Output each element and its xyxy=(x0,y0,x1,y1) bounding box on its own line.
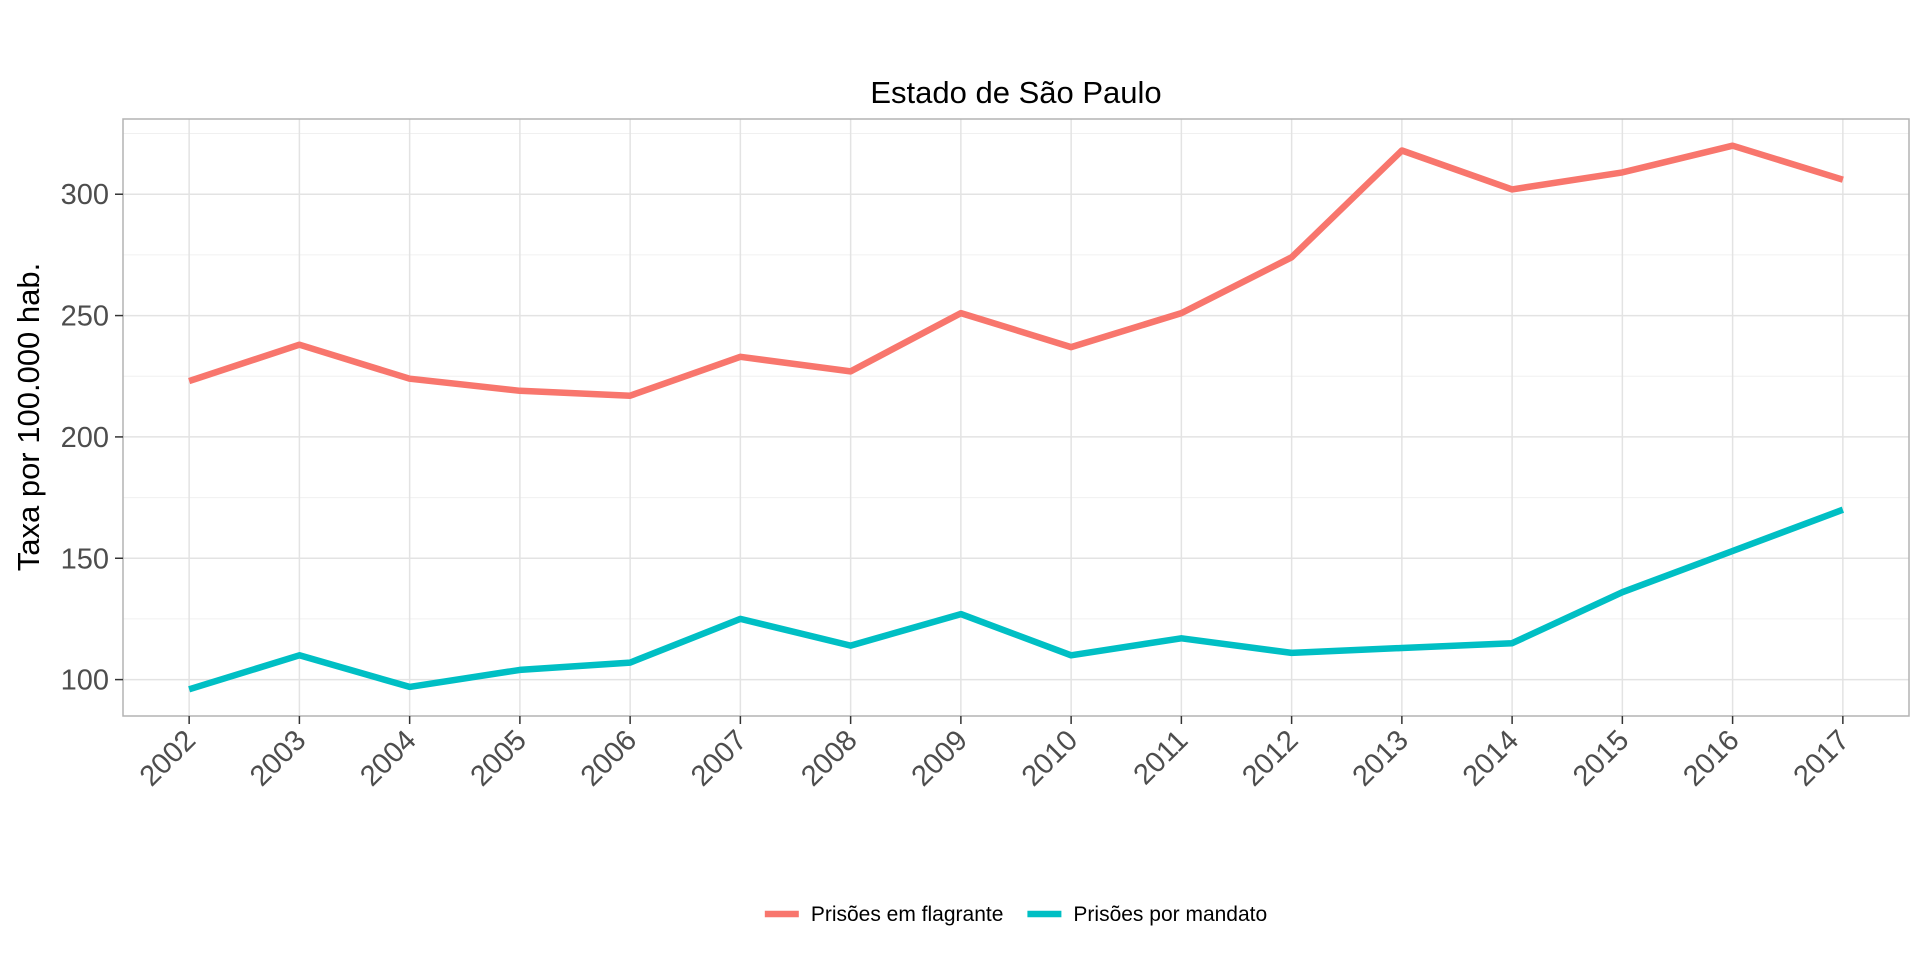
y-axis-label: Taxa por 100.000 hab. xyxy=(11,263,46,572)
y-tick-label: 300 xyxy=(61,179,109,211)
legend-label: Prisões em flagrante xyxy=(811,903,1004,926)
x-tick-label: 2007 xyxy=(685,724,753,792)
y-tick-label: 100 xyxy=(61,665,109,697)
plot-panel xyxy=(123,119,1909,716)
x-tick-label: 2011 xyxy=(1128,724,1195,791)
x-tick-label: 2017 xyxy=(1788,724,1856,792)
plot-border xyxy=(122,118,1910,717)
x-tick-label: 2010 xyxy=(1016,724,1084,792)
x-tick-label: 2009 xyxy=(906,724,974,792)
x-tick-label: 2003 xyxy=(244,724,312,792)
legend: Prisões em flagrante Prisões por mandato xyxy=(764,903,1267,926)
chart-title: Estado de São Paulo xyxy=(870,75,1161,110)
y-axis: 100 150 200 250 300 xyxy=(61,179,123,697)
x-axis: 2002 2003 2004 2005 2006 2007 2008 2009 2010 2011… xyxy=(134,716,1856,793)
x-tick-label: 2013 xyxy=(1347,724,1415,792)
y-tick-label: 250 xyxy=(61,301,109,333)
series-line xyxy=(188,506,1845,693)
x-tick-label: 2005 xyxy=(465,724,533,792)
x-tick-label: 2002 xyxy=(134,724,202,792)
x-tick-label: 2006 xyxy=(575,724,643,792)
series-lines xyxy=(188,142,1845,693)
x-tick-label: 2004 xyxy=(354,724,422,792)
minor-gridlines xyxy=(123,133,1909,620)
series-line xyxy=(188,142,1844,399)
x-tick-label: 2014 xyxy=(1457,724,1525,792)
x-tick-label: 2015 xyxy=(1567,724,1635,792)
legend-label: Prisões por mandato xyxy=(1073,903,1267,926)
x-tick-label: 2012 xyxy=(1236,724,1304,792)
x-tick-label: 2016 xyxy=(1677,724,1745,792)
major-gridlines xyxy=(123,119,1909,716)
y-tick-label: 150 xyxy=(61,543,109,575)
x-tick-label: 2008 xyxy=(795,724,863,792)
y-tick-label: 200 xyxy=(61,422,109,454)
